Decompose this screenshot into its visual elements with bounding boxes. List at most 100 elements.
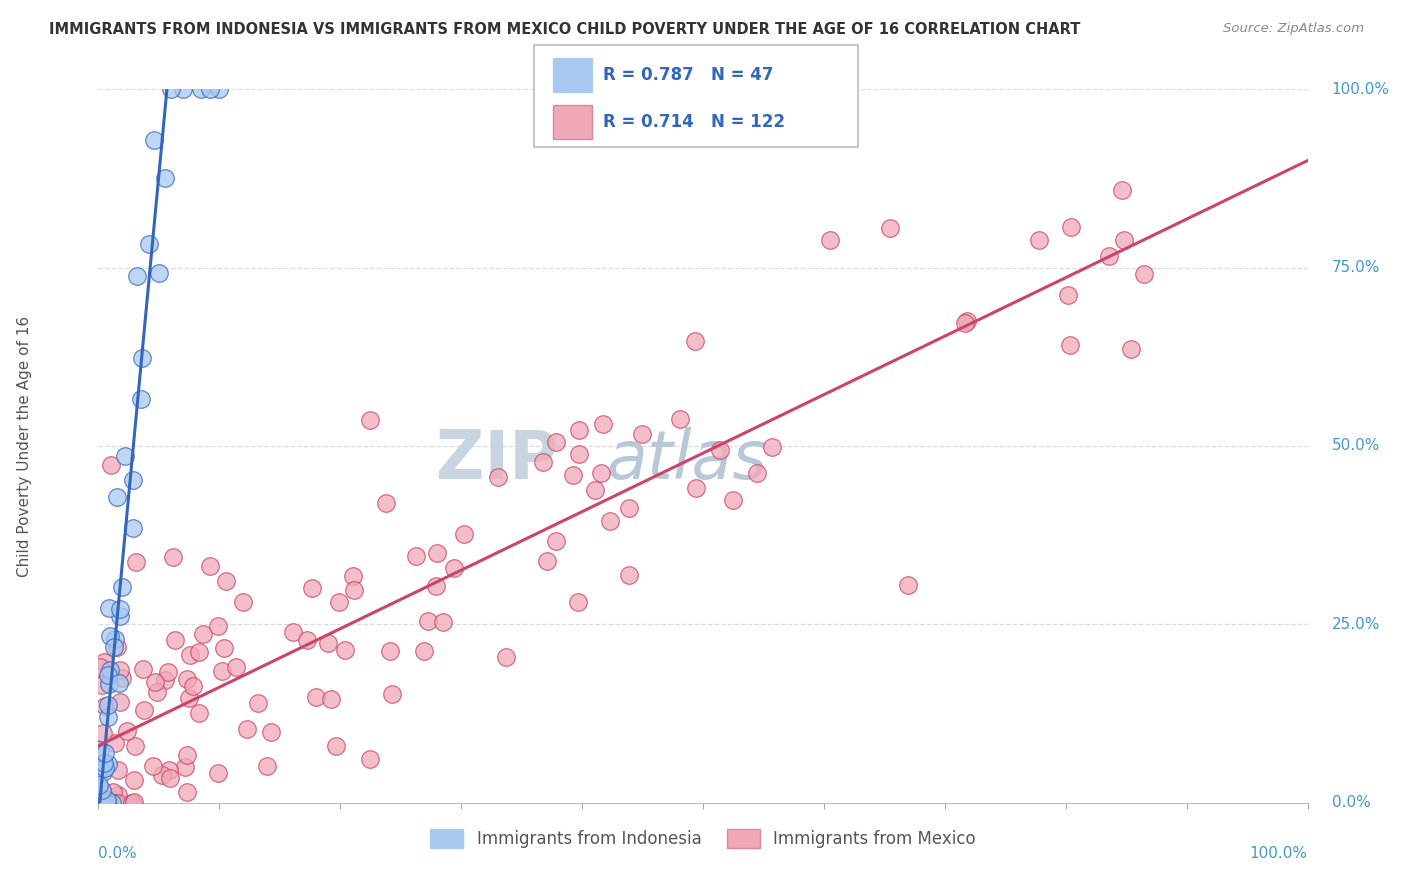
Point <box>122 772 145 787</box>
Point <box>89 791 111 805</box>
Text: R = 0.787   N = 47: R = 0.787 N = 47 <box>603 66 773 84</box>
Point <box>247 696 270 710</box>
Point <box>668 412 690 426</box>
Point <box>97 676 120 690</box>
Text: 0.0%: 0.0% <box>98 846 138 861</box>
Point <box>107 763 129 777</box>
Point <box>295 633 318 648</box>
Point <box>316 636 339 650</box>
Point <box>1111 183 1133 197</box>
Point <box>103 640 125 655</box>
Text: 75.0%: 75.0% <box>1331 260 1381 275</box>
Point <box>177 690 200 705</box>
Point <box>567 423 589 437</box>
Point <box>761 440 783 454</box>
Point <box>127 268 149 283</box>
Point <box>91 725 114 739</box>
Point <box>176 748 198 763</box>
Point <box>193 626 215 640</box>
Text: IMMIGRANTS FROM INDONESIA VS IMMIGRANTS FROM MEXICO CHILD POVERTY UNDER THE AGE : IMMIGRANTS FROM INDONESIA VS IMMIGRANTS … <box>49 22 1081 37</box>
Point <box>108 602 131 616</box>
Point <box>215 574 238 589</box>
Point <box>122 521 145 535</box>
Text: 0.0%: 0.0% <box>1331 796 1371 810</box>
Point <box>561 468 583 483</box>
Point <box>96 796 118 810</box>
Point <box>818 233 841 247</box>
Point <box>568 447 591 461</box>
Point <box>413 644 436 658</box>
Point <box>159 763 181 777</box>
Point <box>131 662 153 676</box>
Point <box>101 785 124 799</box>
Point <box>142 759 165 773</box>
Point <box>87 778 110 792</box>
Point <box>343 583 366 598</box>
Text: 50.0%: 50.0% <box>1331 439 1381 453</box>
Point <box>617 501 640 516</box>
Point <box>89 796 111 810</box>
Point <box>416 614 439 628</box>
Point <box>97 756 120 771</box>
Point <box>405 549 427 563</box>
Point <box>536 553 558 567</box>
Point <box>1119 342 1142 356</box>
Point <box>131 351 153 365</box>
Point <box>281 624 304 639</box>
Point <box>148 267 170 281</box>
Point <box>97 668 120 682</box>
Point <box>93 764 115 779</box>
Point <box>305 690 328 704</box>
Text: 100.0%: 100.0% <box>1250 846 1308 861</box>
Point <box>143 674 166 689</box>
Point <box>207 619 229 633</box>
Point <box>89 796 111 810</box>
Point <box>630 426 652 441</box>
Point <box>163 632 186 647</box>
Text: atlas: atlas <box>606 427 768 493</box>
Point <box>110 609 132 624</box>
Point <box>100 458 122 472</box>
Point <box>105 640 128 654</box>
Point <box>122 473 145 487</box>
Point <box>1057 287 1080 301</box>
Point <box>260 724 283 739</box>
Point <box>328 595 350 609</box>
Point <box>879 220 901 235</box>
Point <box>683 334 706 348</box>
Point <box>117 723 139 738</box>
Point <box>176 672 198 686</box>
Point <box>333 643 356 657</box>
Point <box>179 648 201 662</box>
Point <box>162 549 184 564</box>
Point <box>1059 338 1081 352</box>
Point <box>91 759 114 773</box>
Point <box>380 687 402 701</box>
Point <box>110 672 132 686</box>
Point <box>98 601 121 615</box>
Point <box>375 496 398 510</box>
Point <box>142 133 165 147</box>
Point <box>104 736 127 750</box>
Point <box>301 582 323 596</box>
Point <box>495 650 517 665</box>
Point <box>125 555 148 569</box>
Text: R = 0.714   N = 122: R = 0.714 N = 122 <box>603 113 785 131</box>
Point <box>159 771 181 785</box>
Point <box>97 796 120 810</box>
Point <box>1059 219 1081 234</box>
Point <box>91 796 114 810</box>
Point <box>232 595 254 609</box>
Point <box>486 470 509 484</box>
Legend: Immigrants from Indonesia, Immigrants from Mexico: Immigrants from Indonesia, Immigrants fr… <box>423 822 983 855</box>
Point <box>132 702 155 716</box>
Point <box>108 663 131 677</box>
Point <box>617 567 640 582</box>
Text: ZIP: ZIP <box>436 427 558 493</box>
Point <box>107 796 129 810</box>
Point <box>359 752 381 766</box>
Point <box>100 796 122 810</box>
Point <box>94 746 117 760</box>
Point <box>1112 233 1135 247</box>
Point <box>107 676 129 690</box>
